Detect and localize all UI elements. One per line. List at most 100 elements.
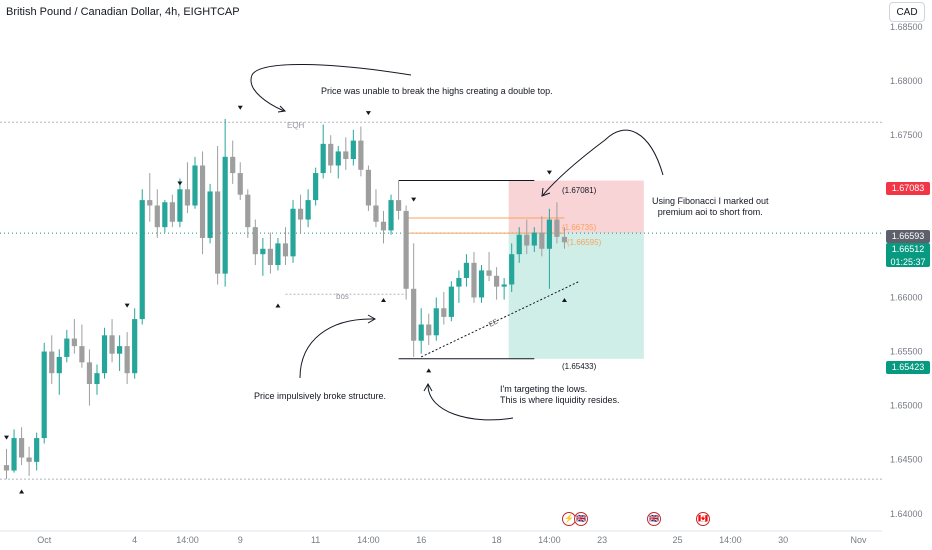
candle-body [267,248,273,265]
y-tick-label: 1.64500 [890,455,923,465]
price-tag-current: 1.66593 [886,230,930,243]
candle-body [313,173,319,201]
x-tick-label: Nov [851,535,868,545]
candle-body [463,262,470,278]
candle-body [539,232,545,249]
candle-body [297,208,304,220]
candle-body [117,346,123,354]
candle-body [64,338,70,357]
candle-body [94,373,100,384]
candle-body [215,191,221,274]
fractal-up-arrow [426,368,432,373]
annotation-fib-line-1: Using Fibonacci I marked out [652,196,769,206]
candle-body [11,438,17,471]
candle-body [282,243,289,257]
candle-body [350,140,356,159]
candle-body [49,351,55,374]
curve-arrow-double-top [250,64,412,112]
candle-body [448,286,454,317]
annotation-target-line-1: I'm targeting the lows. [500,384,588,394]
annotation-fib-line-2: premium aoi to short from. [657,207,763,217]
candle-body [207,191,213,238]
candle-body [56,356,62,374]
candle-body [531,232,537,246]
candle-body [328,143,334,166]
y-tick-label: 1.68000 [890,76,923,86]
annotation-fib-note: Using Fibonacci I marked out premium aoi… [652,196,769,218]
candle-body [275,243,281,265]
candle-body [433,308,439,336]
candle-body [524,234,530,246]
price-tag-stop: 1.67083 [886,182,930,195]
candle-body [132,319,138,374]
candle-body [199,165,206,238]
x-tick-label: 4 [132,535,137,545]
candle-body [486,270,492,276]
event-canada-flag-icon[interactable]: 🇨🇦 [696,512,710,526]
fractal-down-arrow [411,197,417,202]
candle-body [41,351,47,439]
candle-body [147,200,153,206]
candle-body [252,227,258,255]
fractal-down-arrow [177,181,183,186]
arrowhead [541,187,551,197]
candle-body [411,288,417,341]
candle-body [426,324,432,336]
candle-body [516,234,522,255]
currency-button[interactable]: CAD [889,2,925,22]
candle-body [290,208,296,257]
candle-body [305,200,311,220]
candle-body [162,202,168,228]
candle-body [222,156,228,274]
candle-body [546,219,552,249]
fractal-down-arrow [546,170,552,175]
arrowhead [367,314,377,324]
candle-body [335,151,341,166]
candle-body [154,205,160,228]
candle-body [101,335,108,374]
candle-body [109,335,115,354]
arrowhead [423,382,433,392]
x-tick-label: 23 [597,535,607,545]
label-bos: bos [336,292,349,301]
y-tick-label: 1.65500 [890,347,923,357]
candle-body [478,270,485,298]
event-uk-flag-icon[interactable]: 🇬🇧 [647,512,661,526]
x-tick-label: Oct [37,535,52,545]
candle-body [388,200,394,231]
candle-body [245,194,251,228]
candle-body [358,140,364,170]
fractal-down-arrow [365,111,371,116]
candle-body [494,275,500,287]
label-level-fib1: (1.66735) [562,223,597,232]
fractal-up-arrow [381,298,386,303]
x-tick-label: 11 [311,535,320,545]
x-tick-label: 30 [778,535,788,545]
candle-body [177,189,183,222]
y-tick-label: 1.66000 [890,292,923,302]
event-uk-flag-icon[interactable]: 🇬🇧 [574,512,588,526]
candle-body [471,262,477,298]
candle-body [192,165,198,206]
arrowhead [277,105,287,113]
candle-body [71,338,77,347]
y-tick-label: 1.65000 [890,401,923,411]
label-eqh: EQH [287,121,305,130]
candle-body [169,202,175,222]
candle-body [456,277,462,287]
candle-body [124,346,130,374]
target-zone [508,233,644,359]
candle-body [365,169,372,206]
fractal-down-arrow [4,435,9,440]
candle-body [260,248,266,255]
x-tick-label: 14:00 [176,535,199,545]
price-tag-last: 1.66512 01:25:37 [886,243,930,267]
candle-body [79,346,85,363]
x-tick-label: 16 [416,535,426,545]
fractal-down-arrow [237,105,243,110]
candle-body [561,236,568,243]
x-tick-label: 9 [238,535,243,545]
price-tag-target: 1.65423 [886,361,930,374]
